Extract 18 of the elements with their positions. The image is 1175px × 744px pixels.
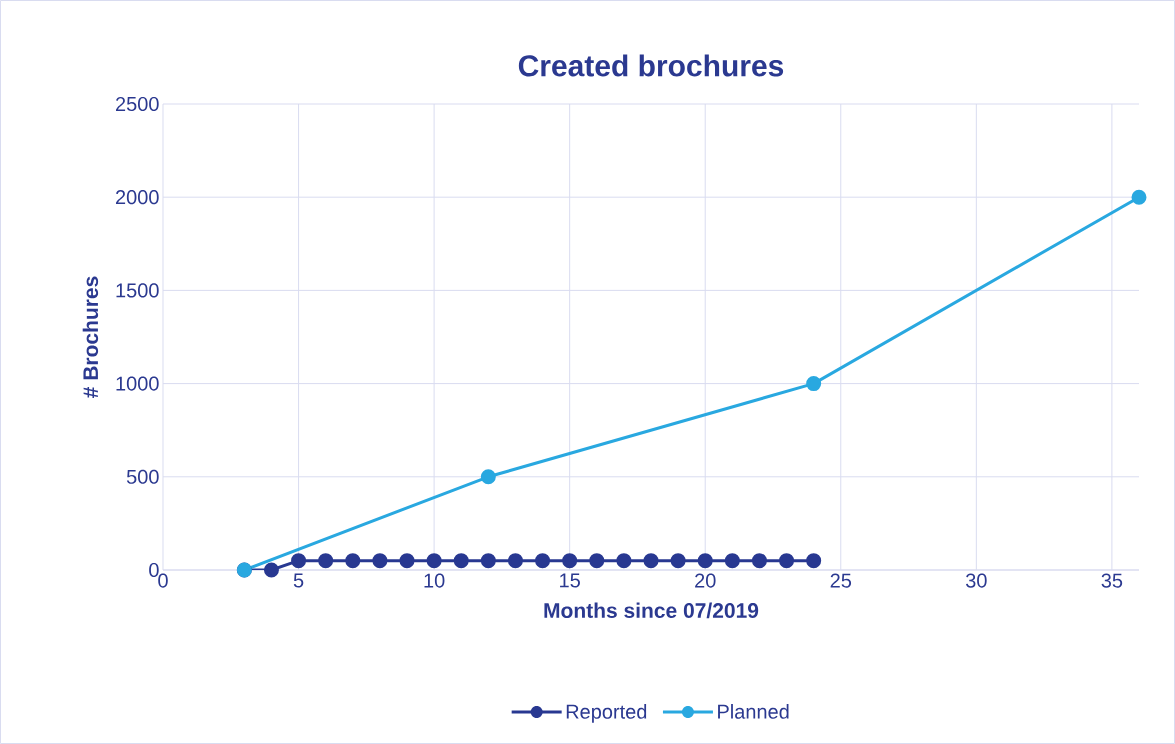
y-axis-title: # Brochures: [82, 276, 99, 398]
x-tick-label: 35: [1101, 573, 1123, 588]
y-tick-label: 1000: [116, 376, 159, 391]
y-tick-label: 500: [126, 469, 159, 484]
x-tick-label: 20: [695, 573, 716, 588]
chart-title: Created brochures: [518, 54, 784, 77]
x-axis-title: Months since 07/2019: [544, 602, 759, 619]
x-tick-label: 25: [830, 573, 852, 588]
legend-label: Reported: [566, 704, 647, 723]
legend-label: Planned: [718, 704, 789, 719]
x-tick-label: 15: [560, 573, 580, 588]
y-tick-label: 2000: [115, 190, 159, 205]
y-tick-label: 1500: [116, 283, 159, 298]
x-tick-label: 10: [424, 573, 445, 588]
y-tick-label: 2500: [115, 96, 159, 112]
x-tick-label: 5: [293, 573, 304, 588]
y-tick-label: 0: [149, 562, 159, 578]
x-tick-label: 30: [965, 573, 987, 588]
